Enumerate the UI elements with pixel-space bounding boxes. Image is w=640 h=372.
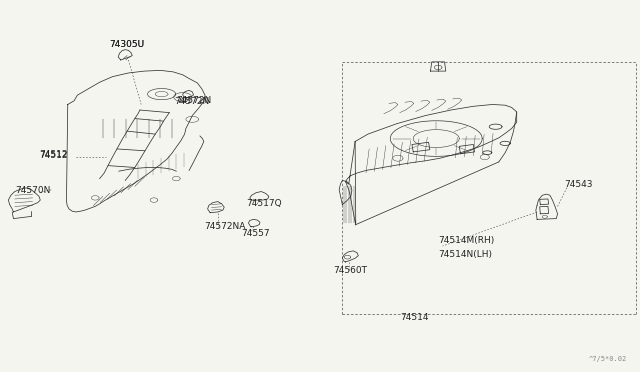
Text: 74572NA: 74572NA — [204, 222, 245, 231]
Text: 74305U: 74305U — [109, 40, 145, 49]
Text: 74572N: 74572N — [174, 97, 210, 106]
Text: 74512: 74512 — [39, 150, 67, 159]
Text: 74517Q: 74517Q — [246, 199, 282, 208]
Text: 74557: 74557 — [241, 229, 269, 238]
Text: 74570N: 74570N — [15, 186, 50, 195]
Text: 74514M(RH): 74514M(RH) — [438, 237, 494, 246]
Text: 74514: 74514 — [400, 313, 428, 322]
Text: 74512: 74512 — [39, 151, 67, 160]
Text: ^7/5*0.02: ^7/5*0.02 — [588, 356, 627, 362]
Text: 74543: 74543 — [564, 180, 593, 189]
Text: 74514N(LH): 74514N(LH) — [438, 250, 492, 259]
Text: 74560T: 74560T — [333, 266, 367, 275]
Text: 74305U: 74305U — [109, 40, 145, 49]
Text: 74572N: 74572N — [176, 96, 212, 105]
